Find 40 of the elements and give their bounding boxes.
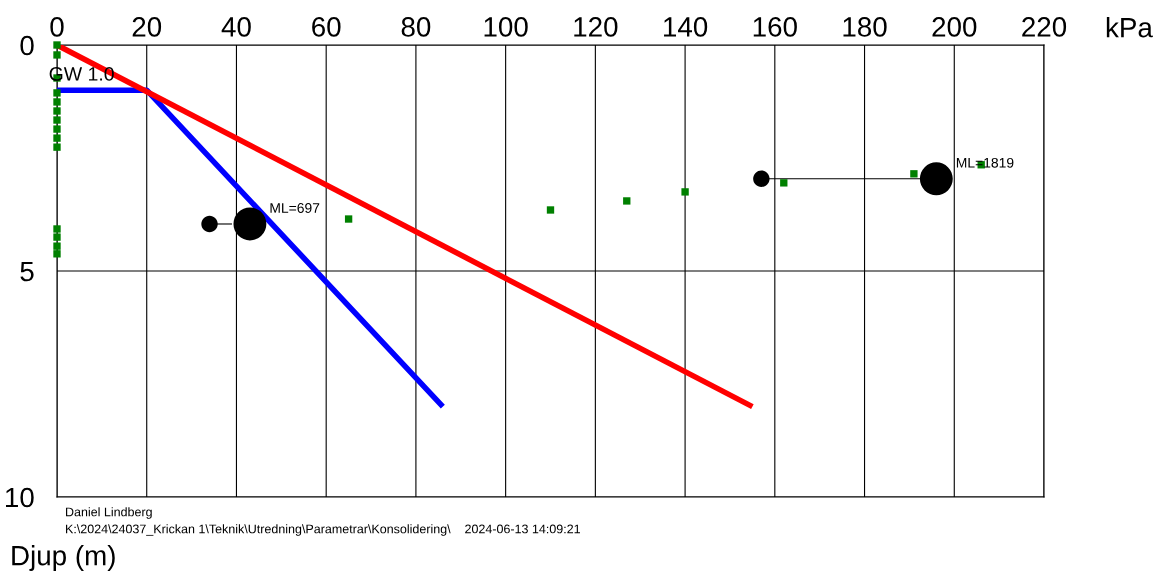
annotation: ML=1819 (956, 157, 1014, 168)
point (623, 197, 631, 205)
point (780, 179, 788, 187)
point (53, 143, 61, 151)
x-tick-label: 180 (843, 17, 887, 37)
text: K:\2024\24037_Krickan 1\Teknik\Utredning\Parametrar\Konsolidering\ 2024-06-13 14:09:21 (66, 524, 580, 536)
point (546, 206, 555, 214)
x-tick-label: 80 (401, 17, 431, 37)
x-tick-label: 20 (132, 17, 162, 37)
annotation: ML=697 (270, 203, 320, 213)
x-tick-label: 0 (50, 17, 64, 37)
y-tick-label: 10 (6, 487, 34, 508)
y-tick-label: 0 (20, 35, 34, 56)
x-axis-title: kPa (1106, 17, 1153, 38)
point (53, 98, 61, 106)
x-tick-label: 100 (484, 17, 528, 37)
point (53, 233, 61, 241)
y-tick-label: 5 (20, 261, 34, 282)
x-tick-label: 160 (753, 17, 797, 37)
point (53, 51, 61, 59)
text: Daniel Lindberg (66, 507, 152, 519)
x-tick-label: 220 (1022, 17, 1067, 37)
point (53, 242, 61, 250)
x-tick-label: 60 (312, 17, 341, 37)
point (53, 250, 61, 258)
point (53, 107, 61, 115)
point (53, 125, 61, 133)
x-tick-label: 200 (932, 17, 977, 37)
y-axis-title: Djup (m) (12, 545, 115, 571)
point (53, 116, 61, 124)
point (53, 134, 61, 142)
x-tick-label: 140 (664, 17, 708, 37)
point (344, 215, 353, 223)
point (681, 188, 689, 196)
x-tick-label: 40 (221, 17, 251, 37)
point (53, 89, 61, 97)
point (53, 225, 61, 233)
point (910, 170, 918, 178)
x-tick-label: 120 (574, 17, 618, 37)
point (53, 41, 61, 49)
